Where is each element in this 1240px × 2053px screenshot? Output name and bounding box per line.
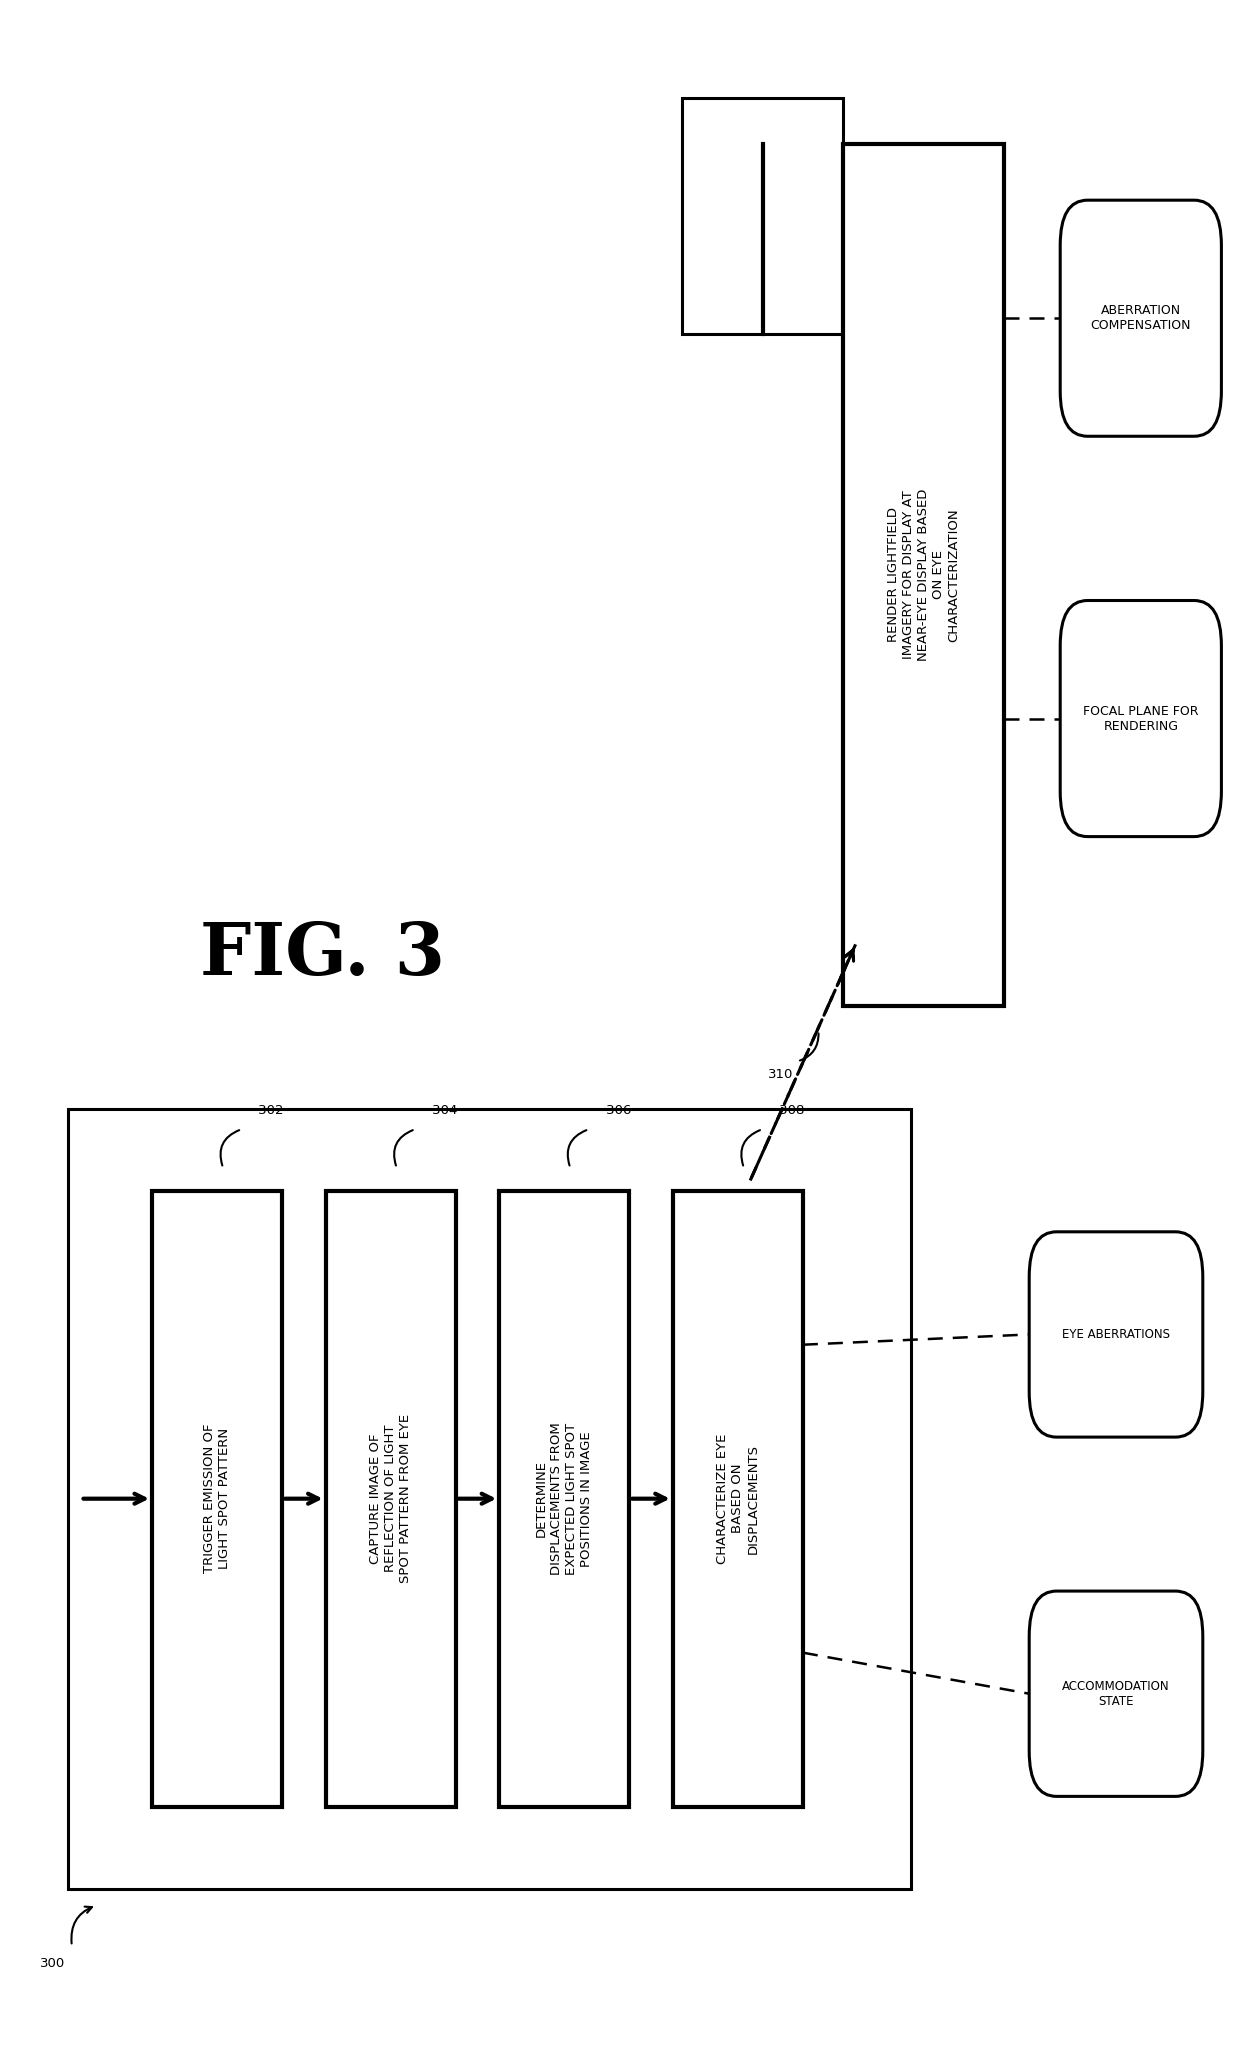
Text: 300: 300 <box>41 1957 66 1969</box>
Text: ~304: ~304 <box>422 1105 458 1117</box>
Bar <box>68 1109 911 1889</box>
Bar <box>672 1191 802 1807</box>
FancyBboxPatch shape <box>1029 1591 1203 1796</box>
Text: FOCAL PLANE FOR
RENDERING: FOCAL PLANE FOR RENDERING <box>1083 704 1199 733</box>
FancyBboxPatch shape <box>1060 599 1221 836</box>
Bar <box>325 1191 456 1807</box>
Text: EYE ABERRATIONS: EYE ABERRATIONS <box>1061 1328 1171 1341</box>
Text: ABERRATION
COMPENSATION: ABERRATION COMPENSATION <box>1090 304 1192 333</box>
Bar <box>498 1191 630 1807</box>
Text: 310: 310 <box>769 1068 794 1080</box>
Text: ~306: ~306 <box>595 1105 631 1117</box>
Text: CAPTURE IMAGE OF
REFLECTION OF LIGHT
SPOT PATTERN FROM EYE: CAPTURE IMAGE OF REFLECTION OF LIGHT SPO… <box>370 1415 412 1583</box>
Bar <box>151 1191 283 1807</box>
Text: ~308: ~308 <box>769 1105 805 1117</box>
Bar <box>843 144 1004 1006</box>
Text: TRIGGER EMISSION OF
LIGHT SPOT PATTERN: TRIGGER EMISSION OF LIGHT SPOT PATTERN <box>203 1425 231 1573</box>
Text: ~302: ~302 <box>248 1105 284 1117</box>
FancyBboxPatch shape <box>1060 199 1221 437</box>
Text: DETERMINE
DISPLACEMENTS FROM
EXPECTED LIGHT SPOT
POSITIONS IN IMAGE: DETERMINE DISPLACEMENTS FROM EXPECTED LI… <box>536 1423 593 1575</box>
FancyBboxPatch shape <box>1029 1232 1203 1437</box>
Text: CHARACTERIZE EYE
BASED ON
DISPLACEMENTS: CHARACTERIZE EYE BASED ON DISPLACEMENTS <box>717 1433 759 1564</box>
Text: FIG. 3: FIG. 3 <box>200 920 445 990</box>
Text: RENDER LIGHTFIELD
IMAGERY FOR DISPLAY AT
NEAR-EYE DISPLAY BASED
ON EYE
CHARACTER: RENDER LIGHTFIELD IMAGERY FOR DISPLAY AT… <box>888 489 960 661</box>
Text: ACCOMMODATION
STATE: ACCOMMODATION STATE <box>1063 1679 1169 1708</box>
Bar <box>682 96 843 333</box>
